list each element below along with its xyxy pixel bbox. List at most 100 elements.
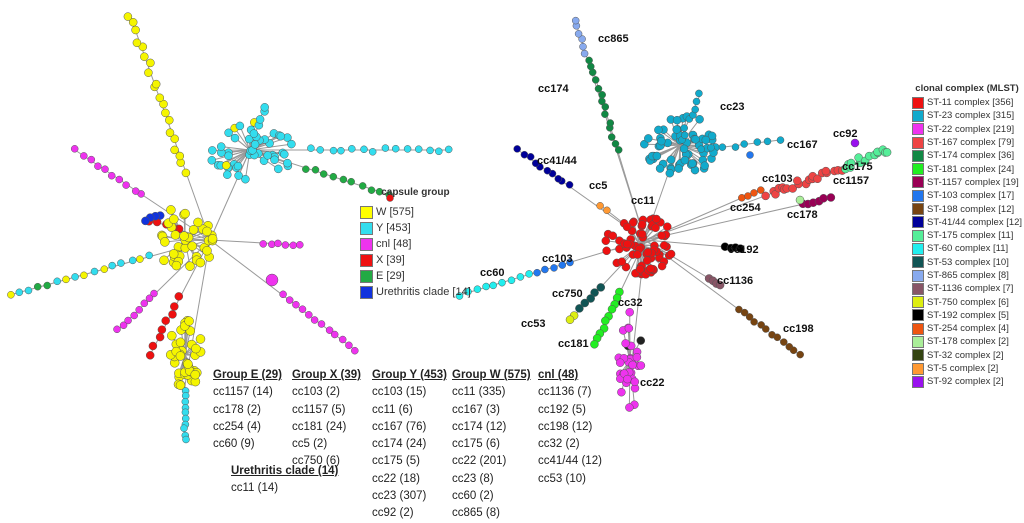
node: [719, 144, 726, 151]
legend-item: cnl [48]: [360, 236, 471, 252]
node-label: cc5: [589, 180, 607, 192]
node: [176, 352, 185, 361]
node: [657, 137, 665, 145]
legend-label: ST-750 complex [6]: [927, 297, 1009, 308]
node: [282, 242, 289, 249]
node: [581, 50, 588, 57]
node: [166, 129, 174, 137]
legend-swatch: [912, 97, 924, 109]
node: [526, 270, 533, 277]
node: [222, 161, 230, 169]
node: [208, 234, 217, 243]
legend-label: ST-192 complex [5]: [927, 310, 1009, 321]
node: [283, 159, 291, 167]
node-label: cc60: [480, 267, 504, 279]
group-row: cc22 (201): [452, 453, 531, 470]
group-row: cc53 (10): [538, 471, 602, 488]
node: [231, 134, 239, 142]
node: [176, 338, 185, 347]
node: [136, 306, 143, 313]
node: [623, 223, 631, 231]
node: [622, 339, 630, 347]
node: [780, 339, 787, 346]
node: [566, 181, 573, 188]
legend-item: ST-1157 complex [19]: [912, 176, 1022, 189]
node: [345, 342, 352, 349]
node: [435, 148, 442, 155]
legend-swatch: [912, 176, 924, 188]
node: [264, 151, 272, 159]
node: [751, 318, 758, 325]
legend-item: ST-103 complex [17]: [912, 189, 1022, 202]
group-heading: cnl (48): [538, 367, 602, 384]
node: [290, 242, 297, 249]
node: [152, 80, 160, 88]
node: [166, 205, 175, 214]
group-row: cc865 (8): [452, 505, 531, 522]
node: [754, 139, 761, 146]
node: [102, 166, 109, 173]
node: [136, 256, 143, 263]
node: [652, 215, 660, 223]
node: [223, 171, 231, 179]
node: [266, 274, 278, 286]
node: [747, 152, 754, 159]
legend-label: Y [453]: [376, 222, 411, 234]
node: [695, 90, 702, 97]
node: [146, 351, 154, 359]
node: [637, 362, 645, 370]
node: [566, 316, 574, 324]
group-row: cc11 (14): [231, 480, 338, 497]
node: [146, 252, 153, 259]
node: [647, 265, 655, 273]
node: [603, 207, 610, 214]
node: [580, 43, 587, 50]
legend-item: ST-865 complex [8]: [912, 269, 1022, 282]
legend-label: ST-11 complex [356]: [927, 97, 1013, 108]
legend-swatch: [912, 323, 924, 335]
group-row: cc198 (12): [538, 419, 602, 436]
node: [521, 151, 528, 158]
legend-label: cnl [48]: [376, 238, 411, 250]
node-label: cc167: [787, 139, 818, 151]
node: [822, 167, 830, 175]
legend-title: clonal complex (MLST): [912, 83, 1022, 94]
legend-item: ST-175 complex [11]: [912, 229, 1022, 242]
node: [603, 247, 611, 255]
node: [590, 340, 598, 348]
node: [618, 258, 626, 266]
node: [764, 138, 771, 145]
legend-item: ST-22 complex [219]: [912, 123, 1022, 136]
node: [91, 268, 98, 275]
node: [234, 162, 242, 170]
node: [175, 292, 183, 300]
group-row: cc192 (5): [538, 402, 602, 419]
group-row: cc175 (5): [372, 453, 447, 470]
node: [445, 146, 452, 153]
legend-swatch: [912, 123, 924, 135]
legend-label: ST-167 complex [79]: [927, 137, 1014, 148]
node: [644, 248, 652, 256]
node-label: cc92: [833, 128, 857, 140]
node: [348, 145, 355, 152]
legend-item: ST-5 complex [2]: [912, 362, 1022, 375]
node: [644, 134, 652, 142]
legend-title: capsule group: [360, 187, 471, 198]
node: [339, 336, 346, 343]
node: [271, 156, 279, 164]
node: [189, 225, 198, 234]
node: [274, 165, 282, 173]
legend-swatch: [912, 376, 924, 388]
node: [123, 182, 130, 189]
legend-label: ST-23 complex [315]: [927, 110, 1014, 121]
node: [652, 224, 660, 232]
legend-item: ST-198 complex [12]: [912, 202, 1022, 215]
node: [337, 147, 344, 154]
legend-label: Urethritis clade [14]: [376, 286, 471, 298]
node: [681, 156, 689, 164]
clonal-complex-legend: clonal complex (MLST) ST-11 complex [356…: [912, 83, 1022, 389]
node: [318, 321, 325, 328]
node: [171, 146, 179, 154]
node: [129, 257, 136, 264]
legend-swatch: [360, 238, 373, 251]
